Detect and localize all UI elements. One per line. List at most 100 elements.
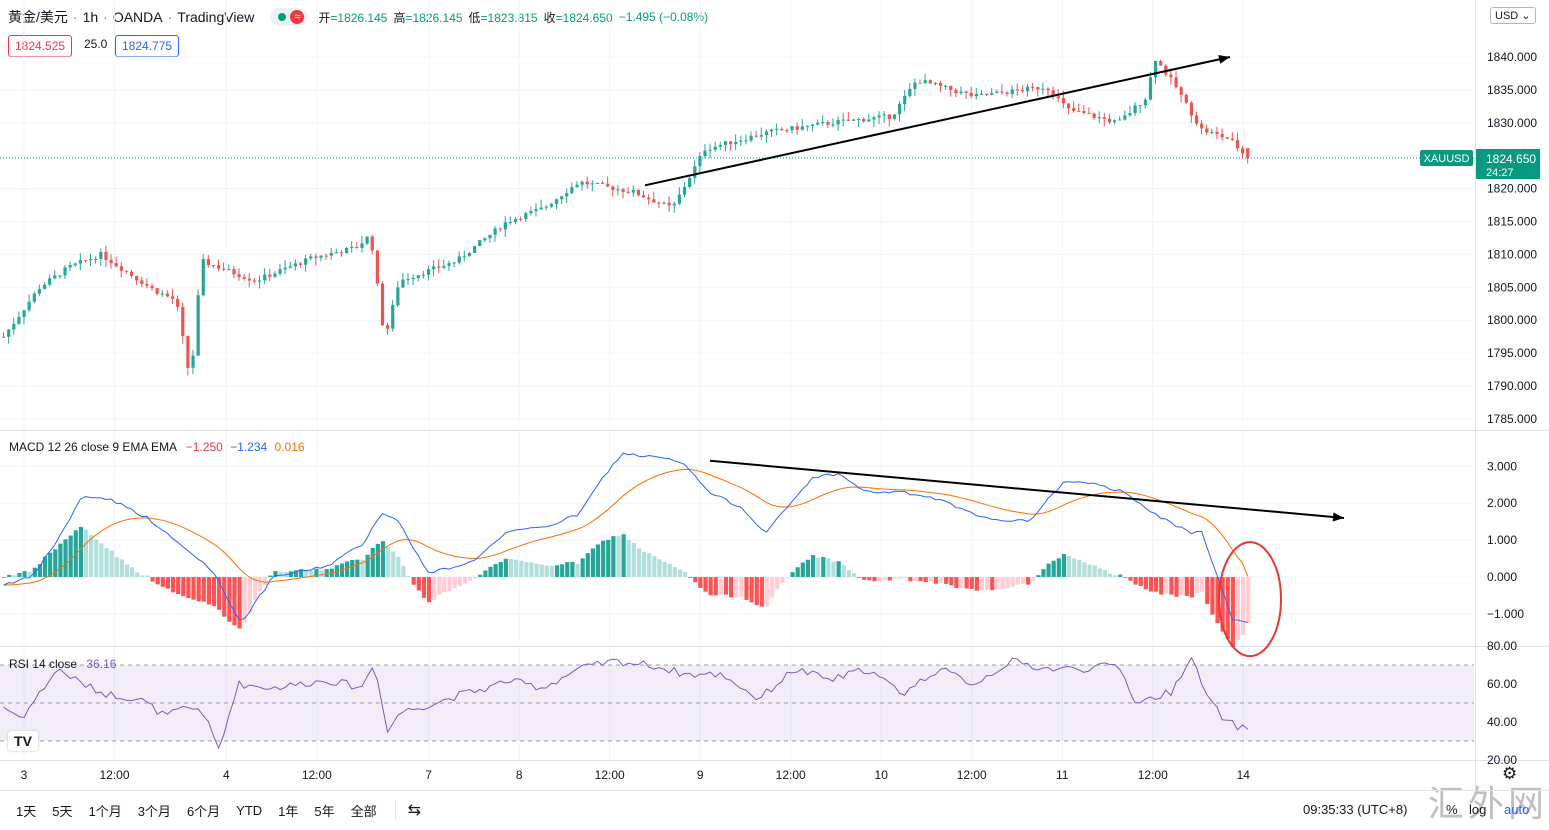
candle-body <box>918 82 922 84</box>
candle <box>53 270 57 280</box>
clock[interactable]: 09:35:33 (UTC+8) <box>1303 802 1408 817</box>
market-status-pill[interactable]: ≈ <box>270 8 309 26</box>
range-5y-button[interactable]: 5年 <box>314 803 335 819</box>
candle <box>580 180 584 191</box>
range-1m-button[interactable]: 1个月 <box>88 803 122 819</box>
log-scale-button[interactable]: log <box>1469 802 1487 817</box>
macd-histogram-bar <box>1246 577 1251 624</box>
auto-scale-button[interactable]: auto <box>1504 802 1530 817</box>
candle <box>682 182 687 198</box>
candle-body <box>969 92 973 97</box>
candle-body <box>73 263 77 266</box>
candle <box>938 80 943 93</box>
candle <box>206 254 210 268</box>
candle-body <box>293 263 298 267</box>
interval-label[interactable]: 1h <box>82 9 99 25</box>
macd-histogram-bar <box>1107 573 1113 577</box>
candle-body <box>467 253 472 257</box>
macd-histogram-bar <box>892 577 898 579</box>
range-3m-button[interactable]: 3个月 <box>137 803 171 819</box>
range-6m-button[interactable]: 6个月 <box>186 803 221 819</box>
macd-histogram-bar <box>1235 577 1241 641</box>
candle <box>954 87 958 98</box>
candle-body <box>63 267 67 276</box>
candle <box>1020 84 1025 93</box>
candle-body <box>2 336 6 338</box>
macd-histogram-bar <box>539 564 544 577</box>
macd-legend-name[interactable]: MACD 12 26 close 9 EMA EMA <box>9 440 177 454</box>
candle <box>1097 111 1101 124</box>
candle-body <box>949 85 953 90</box>
macd-histogram-bar <box>7 574 12 577</box>
macd-histogram-bar <box>135 572 140 577</box>
candle <box>903 90 907 112</box>
macd-histogram-bar <box>570 561 575 577</box>
candle-body <box>247 278 251 281</box>
candle <box>867 114 871 122</box>
macd-histogram-bar <box>488 566 493 577</box>
candle-body <box>1225 137 1229 139</box>
time-axis-label: 12:00 <box>595 768 625 782</box>
candle <box>345 246 349 254</box>
settings-gear-icon[interactable]: ⚙ <box>1502 764 1518 783</box>
candle-body <box>176 298 180 307</box>
candle-body <box>78 260 82 264</box>
macd-histogram-bar <box>933 577 939 584</box>
candle <box>744 134 748 145</box>
candle-body <box>99 251 103 260</box>
currency-select[interactable]: USD ⌄ <box>1490 7 1536 24</box>
candle <box>1210 128 1214 135</box>
macd-histogram-bar <box>293 570 299 577</box>
symbol-name[interactable]: 黄金/美元 <box>8 9 68 25</box>
candle-body <box>1000 91 1004 93</box>
price-axis-label: 1820.000 <box>1487 182 1537 196</box>
buy-price-button[interactable]: 1824.775 <box>115 35 180 57</box>
macd-histogram-bar <box>734 577 739 598</box>
goto-date-icon[interactable]: ⇆ <box>407 802 422 819</box>
range-1y-button[interactable]: 1年 <box>278 803 299 819</box>
candle <box>759 127 763 141</box>
candle-body <box>37 288 42 294</box>
candle-body <box>898 103 902 115</box>
candle-body <box>1169 74 1173 78</box>
macd-histogram-bar <box>452 577 457 589</box>
candle <box>647 194 651 205</box>
candle-body <box>672 203 676 206</box>
price-axis: 1840.0001835.0001830.0001825.0001820.000… <box>1487 50 1537 426</box>
candle-body <box>27 301 31 311</box>
candle <box>877 111 881 124</box>
chart-canvas[interactable]: 1840.0001835.0001830.0001825.0001820.000… <box>0 0 1549 790</box>
range-ytd-button[interactable]: YTD <box>236 802 263 818</box>
macd-histogram-bar <box>145 575 150 577</box>
macd-histogram-bar <box>298 569 304 577</box>
macd-histogram-bar <box>345 561 350 577</box>
macd-histogram-bar <box>1072 558 1077 577</box>
rsi-legend-name[interactable]: RSI 14 close <box>9 657 78 671</box>
candle <box>565 188 569 204</box>
macd-histogram-bar <box>130 567 135 577</box>
candle <box>693 160 697 184</box>
macd-histogram-bar <box>903 577 908 579</box>
macd-histogram-bar <box>1061 554 1067 577</box>
tradingview-logo-icon[interactable]: TV <box>8 731 38 751</box>
candle <box>657 201 661 208</box>
symbol-tag[interactable]: XAUUSD <box>1420 150 1473 167</box>
range-5d-button[interactable]: 5天 <box>52 803 73 819</box>
candle <box>667 196 671 212</box>
macd-histogram-bar <box>642 551 647 577</box>
candle <box>314 253 318 266</box>
candle-body <box>857 119 861 121</box>
candle <box>764 129 769 143</box>
range-all-button[interactable]: 全部 <box>350 803 377 819</box>
macd-histogram-bar <box>401 565 406 577</box>
macd-histogram-bar <box>237 577 242 629</box>
macd-histogram-bar <box>1138 577 1143 587</box>
range-1d-button[interactable]: 1天 <box>16 803 37 819</box>
macd-histogram-bar <box>432 577 437 601</box>
candle-body <box>391 305 395 329</box>
percent-scale-button[interactable]: % <box>1446 802 1458 817</box>
candle <box>406 272 410 286</box>
macd-histogram-bar <box>703 577 708 592</box>
macd-histogram-bar <box>1184 577 1189 596</box>
